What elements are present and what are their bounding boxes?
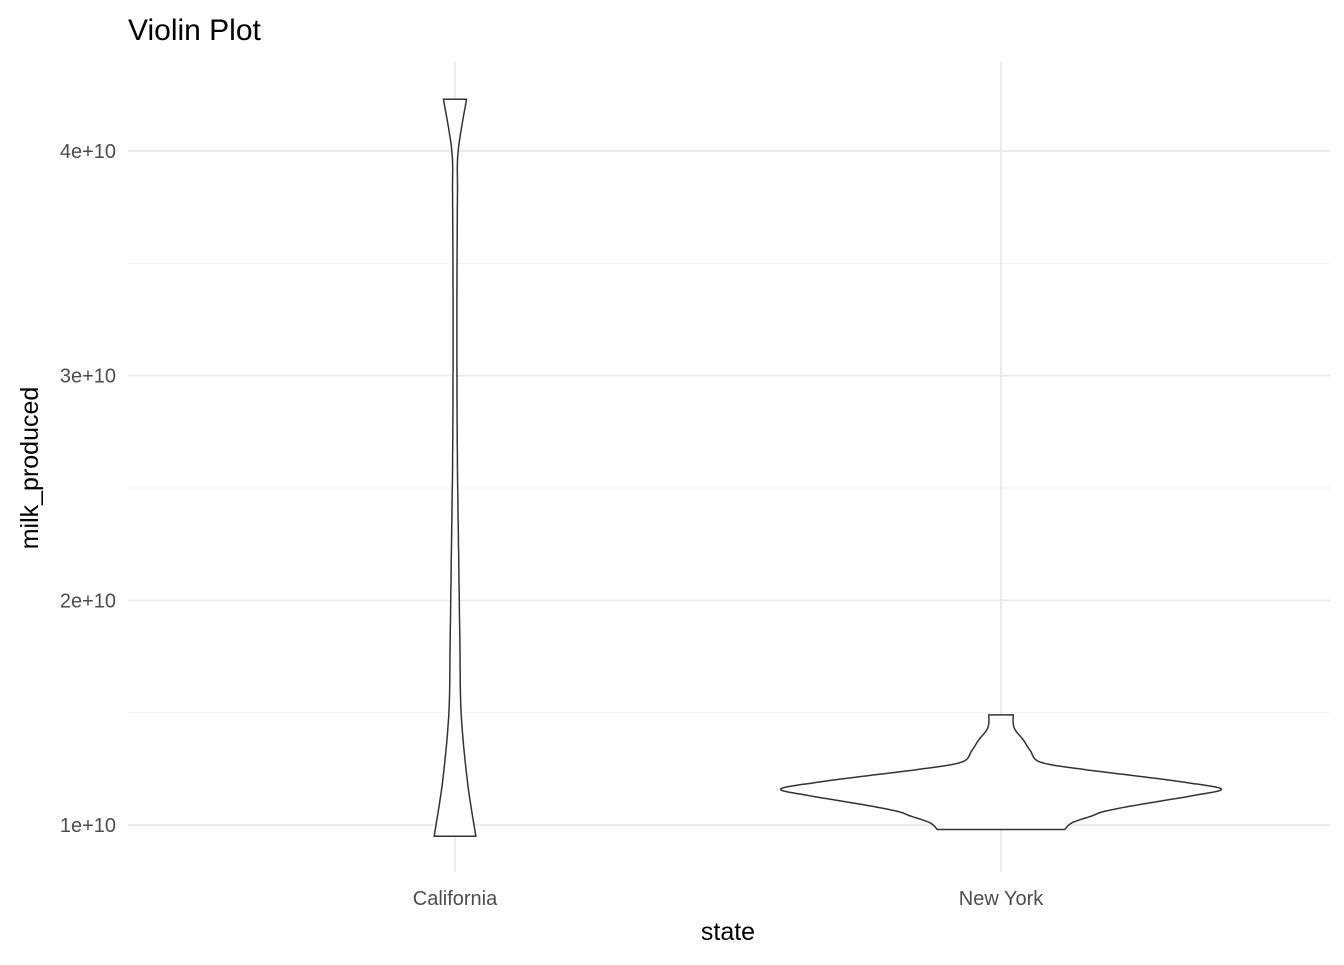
- y-axis-title: milk_produced: [16, 387, 44, 550]
- violin-new-york: [779, 714, 1223, 831]
- violin-layer: [433, 98, 1223, 837]
- y-tick-label: 2e+10: [60, 590, 116, 612]
- y-tick-label: 3e+10: [60, 366, 116, 388]
- y-tick-label: 4e+10: [60, 141, 116, 163]
- violin-california: [433, 98, 477, 837]
- x-axis-title: state: [701, 918, 755, 946]
- grid-layer: [128, 62, 1330, 872]
- y-tick-label: 1e+10: [60, 815, 116, 837]
- x-tick-label: New York: [959, 888, 1044, 910]
- axis-layer: 1e+10 2e+10 3e+10 4e+10 California New York: [60, 141, 1044, 910]
- x-tick-label: California: [413, 888, 498, 910]
- chart-title: Violin Plot: [128, 14, 262, 47]
